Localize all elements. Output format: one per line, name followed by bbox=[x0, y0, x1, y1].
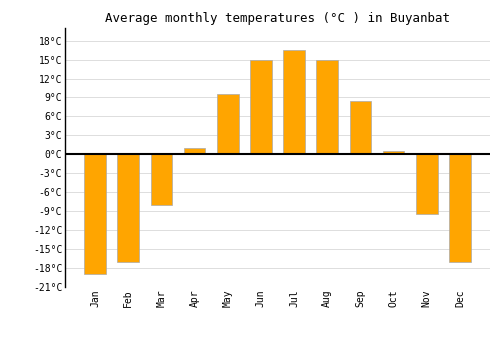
Bar bbox=[383, 151, 404, 154]
Title: Average monthly temperatures (°C ) in Buyanbat: Average monthly temperatures (°C ) in Bu… bbox=[105, 13, 450, 26]
Bar bbox=[184, 148, 206, 154]
Bar bbox=[449, 154, 470, 262]
Bar bbox=[250, 60, 272, 154]
Bar bbox=[416, 154, 438, 214]
Bar bbox=[350, 101, 371, 154]
Bar bbox=[217, 94, 238, 154]
Bar bbox=[284, 50, 305, 154]
Bar bbox=[84, 154, 106, 274]
Bar bbox=[150, 154, 172, 205]
Bar bbox=[316, 60, 338, 154]
Bar bbox=[118, 154, 139, 262]
